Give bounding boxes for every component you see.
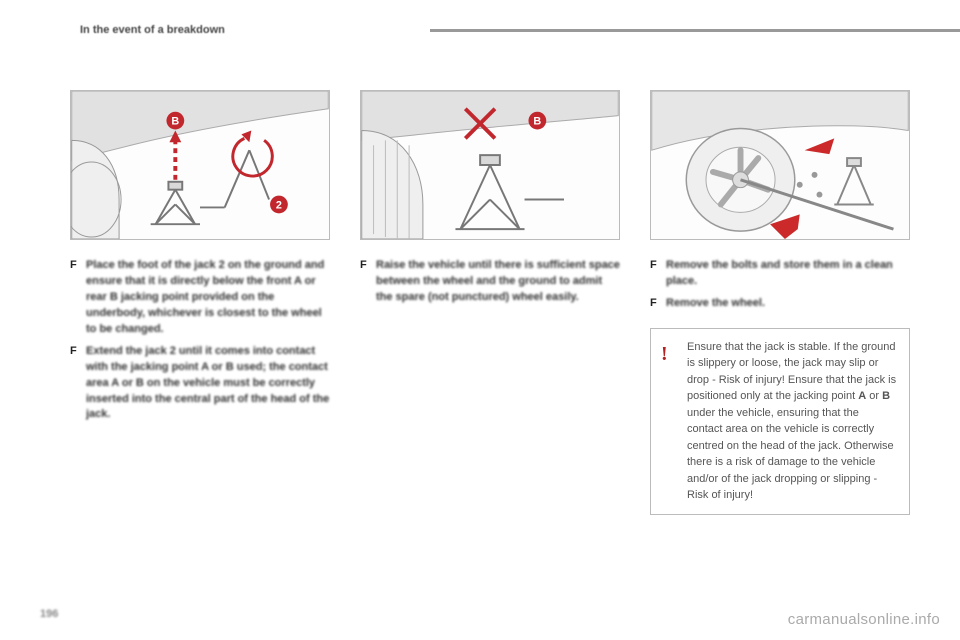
panel-2-text: F Raise the vehicle until there is suffi…	[360, 258, 620, 312]
illustration-remove-wheel	[650, 90, 910, 240]
svg-text:B: B	[533, 116, 541, 128]
bullet-marker: F	[650, 258, 666, 290]
bullet-text: Place the foot of the jack 2 on the grou…	[86, 258, 330, 338]
warning-box: ! Ensure that the jack is stable. If the…	[650, 328, 910, 515]
panel-row: B	[70, 90, 910, 515]
list-item: F Raise the vehicle until there is suffi…	[360, 258, 620, 306]
bullet-marker: F	[360, 258, 376, 306]
bullet-text: Extend the jack 2 until it comes into co…	[86, 344, 330, 424]
illustration-jack-placement: B	[70, 90, 330, 240]
list-item: F Place the foot of the jack 2 on the gr…	[70, 258, 330, 338]
bullet-text: Raise the vehicle until there is suffici…	[376, 258, 620, 306]
svg-text:2: 2	[276, 199, 282, 211]
panel-3: F Remove the bolts and store them in a c…	[650, 90, 910, 515]
page-number: 196	[40, 608, 58, 620]
watermark: carmanualsonline.info	[788, 611, 940, 628]
page-header-title: In the event of a breakdown	[80, 24, 225, 36]
svg-text:B: B	[171, 116, 179, 128]
warning-icon: !	[661, 339, 668, 369]
list-item: F Remove the bolts and store them in a c…	[650, 258, 910, 290]
warning-text: Ensure that the jack is stable. If the g…	[687, 339, 897, 504]
illustration-wrong-placement: B	[360, 90, 620, 240]
panel-1: B	[70, 90, 330, 515]
list-item: F Extend the jack 2 until it comes into …	[70, 344, 330, 424]
bullet-marker: F	[70, 258, 86, 338]
panel-2: B F Rai	[360, 90, 620, 515]
bullet-text: Remove the wheel.	[666, 296, 765, 312]
bullet-marker: F	[70, 344, 86, 424]
bullet-marker: F	[650, 296, 666, 312]
bullet-text: Remove the bolts and store them in a cle…	[666, 258, 910, 290]
panel-3-text: F Remove the bolts and store them in a c…	[650, 258, 910, 318]
panel-1-text: F Place the foot of the jack 2 on the gr…	[70, 258, 330, 429]
header-divider	[430, 29, 960, 32]
list-item: F Remove the wheel.	[650, 296, 910, 312]
